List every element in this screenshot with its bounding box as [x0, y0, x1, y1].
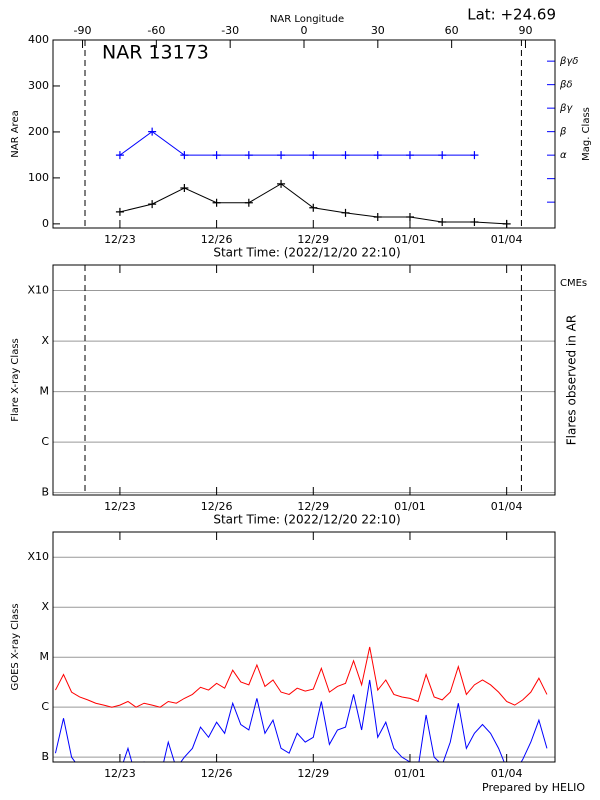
marker [373, 212, 382, 221]
marker [309, 151, 318, 160]
marker [438, 218, 447, 227]
y-tick-label: X10 [27, 284, 49, 297]
marker [148, 200, 157, 209]
y2-axis-label: Flares observed in AR [565, 315, 579, 445]
series-line [119, 131, 475, 156]
x-tick-label: 01/01 [394, 500, 426, 513]
marker [244, 151, 253, 160]
x2-tick-label: 30 [371, 24, 385, 37]
x-tick-label: 12/29 [297, 500, 329, 513]
y-tick-label: 400 [28, 33, 49, 46]
x-tick-label: 01/01 [394, 233, 426, 246]
x-tick-label: 12/23 [104, 500, 136, 513]
x2-axis-label: NAR Longitude [270, 14, 344, 25]
x2-tick-label: -30 [221, 24, 239, 37]
x2-tick-label: 60 [445, 24, 459, 37]
y2-tick-label: β [559, 127, 567, 138]
marker [309, 203, 318, 212]
y2-tick-label: βγδ [559, 56, 578, 67]
marker [438, 151, 447, 160]
x-tick-label: 12/26 [201, 233, 233, 246]
marker [244, 198, 253, 207]
marker [115, 207, 124, 216]
plot-frame [52, 531, 556, 763]
x-axis-label: Start Time: (2022/12/20 22:10) [213, 513, 400, 527]
y-tick-label: M [40, 385, 50, 398]
marker [502, 219, 511, 228]
y-tick-label: X10 [27, 550, 49, 563]
x-tick-label: 01/01 [394, 767, 426, 780]
marker [212, 151, 221, 160]
marker [180, 151, 189, 160]
marker [341, 208, 350, 217]
x-tick-label: 12/23 [104, 767, 136, 780]
x-tick-label: 12/26 [201, 500, 233, 513]
y-tick-label: C [41, 700, 49, 713]
y-tick-label: B [41, 750, 49, 763]
latitude-label: Lat: +24.69 [467, 6, 556, 24]
marker [470, 218, 479, 227]
y-axis-label: NAR Area [10, 110, 21, 157]
marker [405, 151, 414, 160]
y2-tick-label: βδ [559, 80, 573, 91]
y-axis-label: Flare X-ray Class [10, 338, 21, 422]
x2-tick-label: 90 [518, 24, 532, 37]
plot-frame [52, 264, 556, 496]
marker [148, 127, 157, 136]
x2-tick-label: 0 [301, 24, 308, 37]
plot-frame [52, 39, 556, 229]
marker [373, 151, 382, 160]
x2-tick-label: -60 [147, 24, 165, 37]
x-tick-label: 12/29 [297, 233, 329, 246]
y-tick-label: M [40, 650, 50, 663]
x-tick-label: 01/04 [491, 233, 523, 246]
footer: Prepared by HELIO [482, 781, 585, 794]
x-tick-label: 12/26 [201, 767, 233, 780]
cme-label: CMEs [560, 278, 587, 289]
x-tick-label: 12/23 [104, 233, 136, 246]
y-axis-label: GOES X-ray Class [10, 603, 21, 690]
y-tick-label: 200 [28, 125, 49, 138]
x2-tick-label: -90 [74, 24, 92, 37]
marker [341, 151, 350, 160]
marker [180, 184, 189, 193]
x-tick-label: 12/29 [297, 767, 329, 780]
y2-tick-label: βγ [559, 103, 573, 114]
y-tick-label: C [41, 435, 49, 448]
series-line [54, 679, 548, 762]
y2-axis-label: Mag. Class [581, 107, 592, 161]
y-tick-label: X [41, 334, 49, 347]
marker [470, 151, 479, 160]
marker [277, 151, 286, 160]
series-line [55, 646, 548, 708]
y-tick-label: 100 [28, 171, 49, 184]
marker [405, 212, 414, 221]
marker [115, 151, 124, 160]
x-axis-label: Start Time: (2022/12/20 22:10) [213, 246, 400, 260]
y-tick-label: X [41, 600, 49, 613]
region-label: NAR 13173 [102, 42, 209, 64]
y2-tick-label: α [560, 150, 567, 161]
x-tick-label: 01/04 [491, 500, 523, 513]
x-tick-label: 01/04 [491, 767, 523, 780]
y-tick-label: 300 [28, 79, 49, 92]
y-tick-label: B [41, 486, 49, 499]
y-tick-label: 0 [42, 217, 49, 230]
marker [277, 179, 286, 188]
marker [212, 198, 221, 207]
